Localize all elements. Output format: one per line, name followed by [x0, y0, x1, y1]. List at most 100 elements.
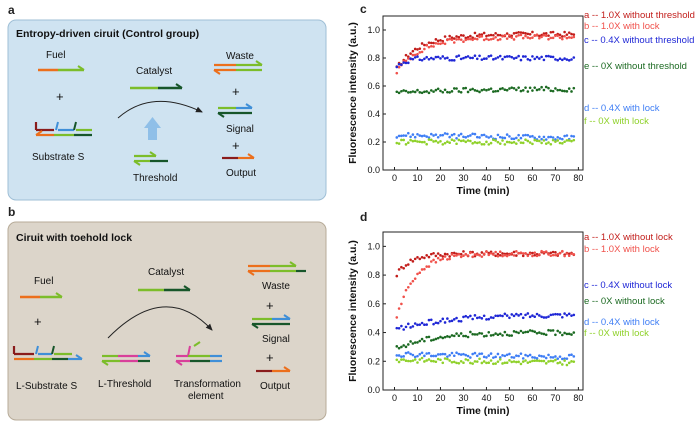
data-point	[446, 56, 449, 60]
data-point	[554, 358, 557, 362]
data-point	[475, 89, 479, 93]
data-point	[406, 343, 410, 346]
data-point	[540, 332, 543, 335]
data-point	[416, 52, 419, 56]
data-point	[526, 312, 530, 315]
data-point	[397, 134, 401, 138]
data-point	[436, 353, 440, 356]
data-point	[556, 34, 560, 37]
data-point	[482, 38, 486, 42]
data-point	[519, 141, 523, 144]
data-point	[450, 351, 454, 355]
data-point	[448, 135, 451, 139]
data-point	[547, 141, 550, 144]
data-point	[521, 331, 525, 334]
data-point	[510, 355, 514, 359]
data-point	[425, 323, 428, 326]
x-tick-label: 70	[550, 393, 560, 403]
data-point	[494, 57, 497, 60]
data-point	[464, 252, 468, 256]
threshold-strand	[133, 151, 168, 166]
panel-letter: d	[360, 210, 367, 224]
data-point	[498, 314, 502, 317]
data-point	[482, 31, 486, 35]
data-point	[551, 89, 555, 93]
data-point	[517, 138, 520, 142]
data-point	[535, 359, 539, 362]
data-point	[416, 48, 419, 51]
data-point	[544, 142, 548, 145]
fuel-label: Fuel	[34, 276, 53, 287]
data-point	[521, 36, 525, 40]
data-point	[501, 314, 504, 318]
data-point	[443, 141, 447, 145]
data-point	[501, 334, 504, 337]
data-point	[432, 354, 435, 358]
data-point	[565, 58, 569, 61]
data-point	[425, 142, 428, 146]
data-point	[404, 61, 408, 65]
data-point	[515, 56, 518, 60]
data-point	[521, 254, 525, 258]
data-point	[446, 132, 449, 136]
signal-strand	[251, 314, 291, 329]
data-point	[432, 57, 435, 61]
data-point	[517, 34, 520, 37]
data-point	[446, 252, 449, 256]
data-point	[429, 56, 433, 60]
data-point	[563, 331, 566, 335]
data-point	[531, 55, 534, 58]
data-point	[512, 32, 516, 35]
data-point	[515, 250, 518, 253]
data-point	[450, 133, 454, 137]
data-point	[459, 360, 463, 363]
signal-strand	[217, 103, 253, 118]
data-point	[554, 355, 557, 358]
data-point	[469, 330, 472, 334]
y-tick-label: 0.8	[367, 270, 380, 280]
x-axis-label: Time (min)	[457, 405, 510, 417]
data-point	[448, 257, 451, 261]
data-point	[561, 137, 564, 141]
data-point	[510, 334, 514, 337]
data-point	[547, 360, 550, 363]
data-point	[455, 332, 458, 335]
data-point	[487, 317, 491, 321]
data-point	[411, 342, 415, 345]
data-point	[515, 354, 518, 357]
signal-label: Signal	[226, 124, 254, 135]
data-point	[469, 356, 472, 359]
data-point	[402, 138, 405, 142]
data-point	[436, 55, 440, 59]
data-point	[434, 38, 438, 41]
data-point	[416, 361, 419, 364]
data-point	[558, 355, 562, 358]
data-point	[535, 33, 539, 37]
data-point	[439, 39, 442, 42]
data-point	[533, 86, 537, 89]
data-point	[466, 90, 470, 94]
y-tick-label: 0.0	[367, 385, 380, 395]
data-point	[480, 317, 484, 320]
data-point	[521, 316, 525, 320]
data-point	[526, 32, 530, 36]
data-point	[411, 133, 415, 136]
data-point	[519, 352, 523, 355]
data-point	[563, 359, 566, 362]
data-point	[565, 139, 569, 142]
data-point	[563, 30, 566, 34]
data-point	[551, 329, 555, 332]
data-point	[505, 32, 509, 35]
data-point	[475, 360, 479, 363]
data-point	[404, 53, 408, 57]
data-point	[570, 36, 573, 39]
data-point	[452, 41, 456, 44]
data-point	[492, 37, 495, 41]
substrate-label: Substrate S	[32, 152, 85, 163]
data-point	[510, 313, 514, 316]
data-point	[542, 33, 546, 37]
output-label: Output	[260, 381, 290, 392]
data-point	[411, 57, 415, 61]
data-point	[443, 57, 447, 60]
legend-entry-f: f -- 0X with lock	[584, 328, 649, 339]
